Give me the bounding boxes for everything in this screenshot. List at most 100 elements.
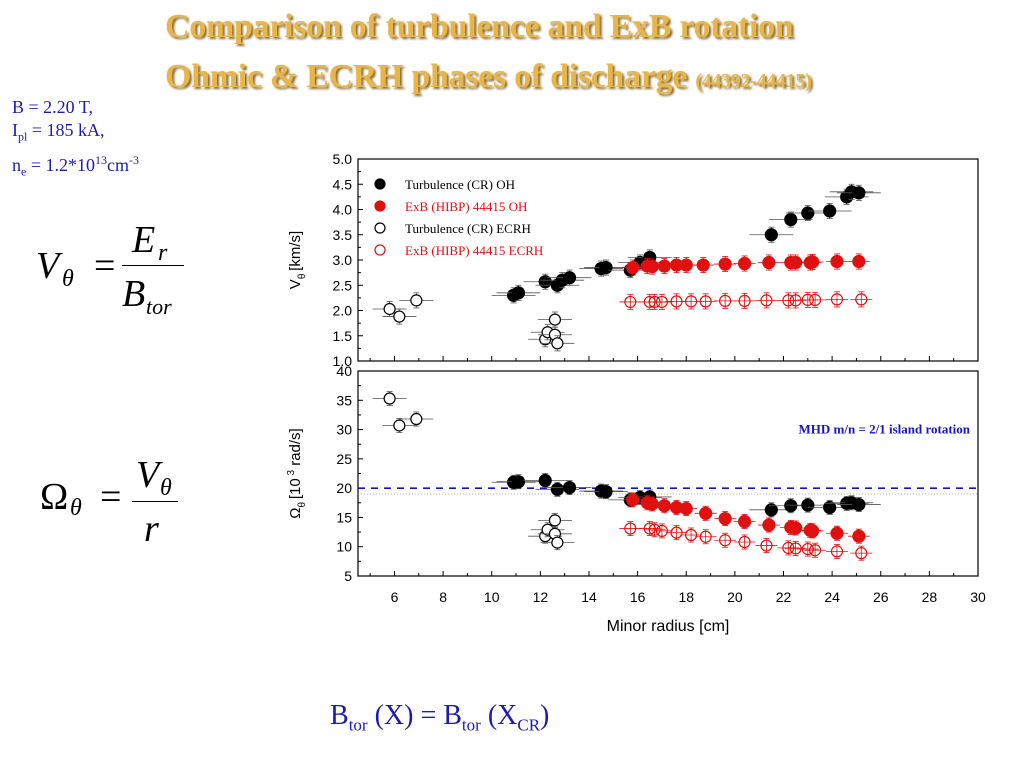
exb-ecrh-point bbox=[789, 294, 802, 307]
turbulence-oh-point bbox=[538, 275, 552, 289]
formula2-lhs-sub: θ bbox=[70, 495, 82, 521]
turbulence-oh-point bbox=[801, 206, 815, 220]
shot-range: (44392-44415) bbox=[695, 70, 812, 92]
turbulence-ecrh-point bbox=[548, 514, 562, 527]
turbulence-oh-point bbox=[511, 286, 526, 300]
y-label-sup: 3 bbox=[286, 470, 297, 479]
turbulence-oh-point bbox=[538, 473, 552, 488]
formula2-lhs: Ω bbox=[40, 476, 69, 518]
y-tick-label: 5.0 bbox=[333, 151, 353, 167]
turbulence-oh-point bbox=[599, 260, 613, 275]
y-label-unit: [km/s] bbox=[287, 231, 304, 271]
x-tick-label: 18 bbox=[678, 589, 694, 605]
x-tick-label: 16 bbox=[630, 589, 646, 605]
ipl-value: = 185 kA, bbox=[27, 120, 105, 140]
exb-oh-point bbox=[699, 506, 713, 520]
bottom-x2-sub: CR bbox=[517, 715, 541, 735]
exb-oh-point bbox=[830, 254, 844, 269]
formula1-equals: = bbox=[94, 245, 116, 287]
exb-oh-point bbox=[718, 257, 732, 271]
exb-ecrh-point bbox=[684, 528, 698, 542]
ne-exp: 13 bbox=[94, 152, 107, 167]
exb-ecrh-point bbox=[719, 534, 732, 547]
y-axis-label: Vθ [km/s] bbox=[287, 231, 308, 289]
legend-label: ExB (HIBP) 44415 OH bbox=[405, 199, 527, 214]
turbulence-oh-point bbox=[764, 503, 778, 517]
page-title-line2: Ohmic & ECRH phases of discharge (44392-… bbox=[165, 58, 812, 96]
legend-marker bbox=[374, 222, 386, 234]
formula2-num: V bbox=[136, 454, 160, 496]
exb-ecrh-point bbox=[699, 295, 712, 308]
exb-ecrh-point bbox=[855, 293, 868, 306]
exb-oh-point bbox=[645, 497, 659, 511]
turbulence-ecrh-point bbox=[548, 313, 562, 326]
turbulence-oh-point bbox=[784, 499, 798, 513]
exb-ecrh-point bbox=[655, 295, 669, 309]
legend-label: Turbulence (CR) ECRH bbox=[405, 221, 531, 236]
formula1-den-sub: tor bbox=[146, 294, 172, 319]
bottom-b1-sub: tor bbox=[348, 715, 368, 735]
turbulence-ecrh-point bbox=[410, 412, 423, 426]
y-tick-label: 1.0 bbox=[333, 353, 353, 369]
exb-ecrh-point bbox=[760, 294, 773, 307]
exb-ecrh-point bbox=[760, 539, 773, 552]
ne-unit: cm bbox=[106, 154, 129, 175]
y-tick-label: 35 bbox=[336, 392, 352, 408]
turbulence-oh-point bbox=[562, 480, 577, 495]
exb-ecrh-point bbox=[855, 547, 868, 560]
exb-oh-point bbox=[830, 526, 844, 540]
x-tick-label: 26 bbox=[873, 589, 889, 605]
ne-unit-exp: -3 bbox=[128, 152, 139, 167]
x-tick-label: 28 bbox=[922, 589, 938, 605]
y-tick-label: 3.0 bbox=[333, 252, 353, 268]
x-tick-label: 22 bbox=[776, 589, 792, 605]
x-tick-label: 8 bbox=[439, 589, 447, 605]
legend-label: Turbulence (CR) OH bbox=[405, 177, 515, 192]
y-tick-label: 1.5 bbox=[333, 328, 353, 344]
formula2-num-sub: θ bbox=[160, 475, 172, 501]
exb-oh-point bbox=[679, 258, 693, 272]
y-tick-label: 20 bbox=[336, 480, 352, 496]
y-label-sub: θ bbox=[297, 271, 308, 279]
bottom-x1: (X) = B bbox=[367, 700, 462, 731]
page-title-line1: Comparison of turbulence and ExB rotatio… bbox=[165, 8, 794, 45]
exb-ecrh-point bbox=[643, 522, 656, 535]
exb-oh-point bbox=[852, 529, 866, 543]
angular-velocity-panel: 5 10 15 20 25 30 35 40 6 8 10 12 14 16 18 20 22 24 26 28 30 Ω… bbox=[286, 363, 986, 635]
turbulence-ecrh-point bbox=[551, 337, 564, 350]
y-label-symbol: Ω bbox=[287, 508, 304, 519]
x-tick-label: 24 bbox=[824, 589, 840, 605]
y-label-sub: θ bbox=[297, 499, 308, 507]
exb-ecrh-point bbox=[670, 526, 683, 539]
formula-omega-theta: Ω θ = V θ r bbox=[40, 454, 200, 555]
exb-ecrh-point bbox=[789, 542, 802, 555]
turbulence-ecrh-point bbox=[393, 310, 406, 323]
formula2-den: r bbox=[144, 508, 159, 550]
exb-ecrh-point bbox=[699, 530, 712, 543]
turbulence-ecrh-point bbox=[410, 294, 423, 307]
y-label-unit: [10 bbox=[287, 478, 304, 499]
title-line2-text: Ohmic & ECRH phases of discharge bbox=[165, 58, 688, 95]
turbulence-ecrh-point bbox=[383, 302, 396, 316]
exb-ecrh-point bbox=[801, 542, 814, 556]
param-ipl: Ipl = 185 kA, bbox=[12, 119, 139, 149]
y-tick-label: 4.5 bbox=[333, 176, 353, 192]
x-tick-label: 6 bbox=[391, 589, 399, 605]
exb-oh-point bbox=[852, 254, 866, 269]
exb-ecrh-point bbox=[830, 293, 844, 306]
plot-frame bbox=[357, 370, 979, 577]
y-tick-label: 2.5 bbox=[333, 277, 353, 293]
exb-oh-point bbox=[762, 518, 776, 532]
y-tick-label: 3.5 bbox=[333, 227, 353, 243]
turbulence-oh-point bbox=[599, 485, 613, 499]
ne-value: = 1.2*10 bbox=[26, 154, 95, 175]
y-tick-label: 2.0 bbox=[333, 303, 353, 319]
y-tick-label: 5 bbox=[344, 568, 352, 584]
y-tick-label: 15 bbox=[336, 509, 352, 525]
exb-ecrh-point bbox=[808, 293, 822, 306]
exb-ecrh-point bbox=[655, 524, 669, 538]
y-tick-label: 10 bbox=[336, 539, 352, 555]
turbulence-oh-point bbox=[801, 498, 815, 512]
y-tick-label: 25 bbox=[336, 451, 352, 467]
x-axis-label: Minor radius [cm] bbox=[607, 618, 730, 635]
